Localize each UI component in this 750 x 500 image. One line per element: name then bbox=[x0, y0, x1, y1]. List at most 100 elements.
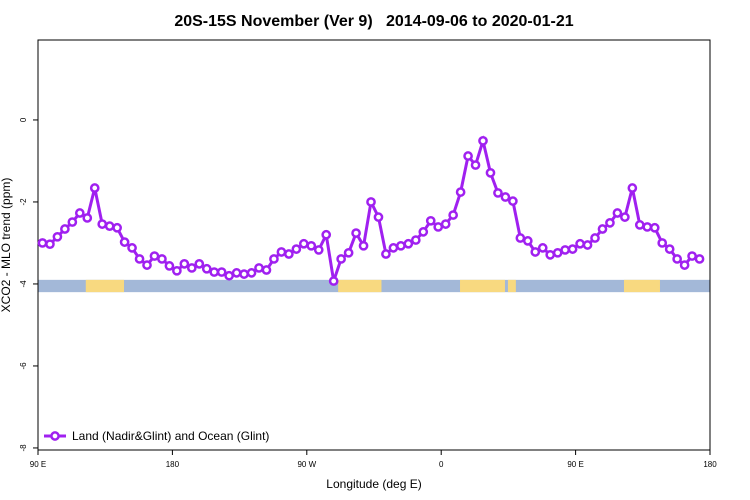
plot-frame bbox=[37, 39, 711, 451]
point bbox=[642, 222, 653, 232]
point bbox=[448, 210, 458, 220]
land-span bbox=[460, 279, 505, 293]
point bbox=[321, 229, 332, 240]
point bbox=[328, 276, 339, 286]
point bbox=[425, 215, 436, 226]
point bbox=[194, 259, 205, 269]
point bbox=[172, 265, 182, 276]
x-tick-label: 90 E bbox=[30, 460, 46, 469]
point bbox=[381, 249, 391, 259]
x-tick-label: 90 E bbox=[567, 460, 583, 469]
point bbox=[590, 233, 600, 243]
point bbox=[306, 240, 317, 251]
point bbox=[455, 187, 466, 197]
point bbox=[119, 237, 130, 247]
point bbox=[45, 239, 55, 250]
point bbox=[493, 188, 503, 198]
chart-title: 20S-15S November (Ver 9) 2014-09-06 to 2… bbox=[174, 13, 573, 30]
point bbox=[508, 196, 518, 206]
x-axis-title: Longitude (deg E) bbox=[326, 477, 421, 491]
point bbox=[186, 263, 197, 273]
point bbox=[515, 233, 526, 243]
point bbox=[522, 236, 533, 246]
point bbox=[373, 212, 384, 222]
point bbox=[627, 183, 638, 193]
y-tick-label: -2 bbox=[19, 198, 28, 206]
y-tick-label: -8 bbox=[19, 444, 28, 452]
point bbox=[694, 254, 705, 264]
point bbox=[463, 151, 473, 161]
land-span bbox=[507, 279, 516, 293]
point bbox=[134, 254, 145, 264]
point bbox=[403, 238, 414, 249]
point bbox=[149, 251, 160, 261]
point bbox=[575, 238, 585, 249]
point bbox=[388, 243, 399, 253]
point bbox=[74, 208, 85, 218]
point bbox=[433, 222, 444, 232]
point bbox=[582, 240, 593, 250]
point bbox=[298, 238, 309, 249]
point bbox=[60, 224, 70, 234]
point bbox=[649, 222, 660, 233]
point bbox=[560, 245, 570, 255]
point bbox=[239, 269, 249, 279]
point bbox=[530, 247, 541, 257]
point bbox=[545, 249, 556, 260]
point bbox=[552, 247, 563, 258]
point bbox=[89, 183, 100, 193]
point bbox=[276, 247, 287, 257]
point bbox=[97, 219, 108, 229]
point bbox=[410, 235, 421, 245]
land-span bbox=[338, 279, 382, 293]
point bbox=[261, 265, 272, 275]
point bbox=[679, 260, 690, 270]
land-span bbox=[85, 279, 125, 293]
point bbox=[418, 227, 429, 237]
point bbox=[478, 136, 488, 146]
point bbox=[366, 197, 376, 207]
point bbox=[440, 219, 451, 229]
point bbox=[82, 213, 93, 223]
point bbox=[612, 208, 623, 218]
point bbox=[597, 224, 608, 234]
point bbox=[567, 244, 578, 254]
point bbox=[687, 251, 697, 261]
point bbox=[157, 254, 167, 264]
point bbox=[179, 259, 190, 269]
point bbox=[634, 220, 645, 230]
point bbox=[396, 240, 406, 251]
y-tick-label: -6 bbox=[19, 362, 28, 370]
x-tick-label: 90 W bbox=[297, 460, 316, 469]
point bbox=[269, 254, 279, 264]
point bbox=[209, 267, 220, 277]
point bbox=[470, 160, 481, 170]
point bbox=[37, 238, 48, 248]
point bbox=[127, 243, 137, 253]
point bbox=[246, 268, 257, 278]
point bbox=[216, 267, 227, 277]
point bbox=[201, 263, 212, 274]
point bbox=[605, 218, 615, 228]
x-tick-label: 180 bbox=[166, 460, 180, 469]
legend-marker bbox=[50, 431, 60, 441]
point bbox=[284, 249, 294, 259]
point bbox=[358, 240, 369, 251]
point bbox=[164, 261, 175, 271]
point bbox=[67, 217, 78, 227]
point bbox=[343, 247, 354, 258]
land-span bbox=[623, 279, 660, 293]
point bbox=[672, 254, 682, 264]
x-tick-label: 180 bbox=[703, 460, 717, 469]
point bbox=[620, 212, 630, 222]
point bbox=[112, 222, 122, 233]
legend-label: Land (Nadir&Glint) and Ocean (Glint) bbox=[72, 429, 269, 443]
point bbox=[254, 263, 264, 273]
point bbox=[231, 268, 242, 278]
y-tick-label: 0 bbox=[19, 117, 28, 122]
point bbox=[500, 192, 511, 202]
point bbox=[537, 243, 548, 253]
point bbox=[104, 221, 115, 231]
y-tick-label: -4 bbox=[19, 280, 28, 288]
